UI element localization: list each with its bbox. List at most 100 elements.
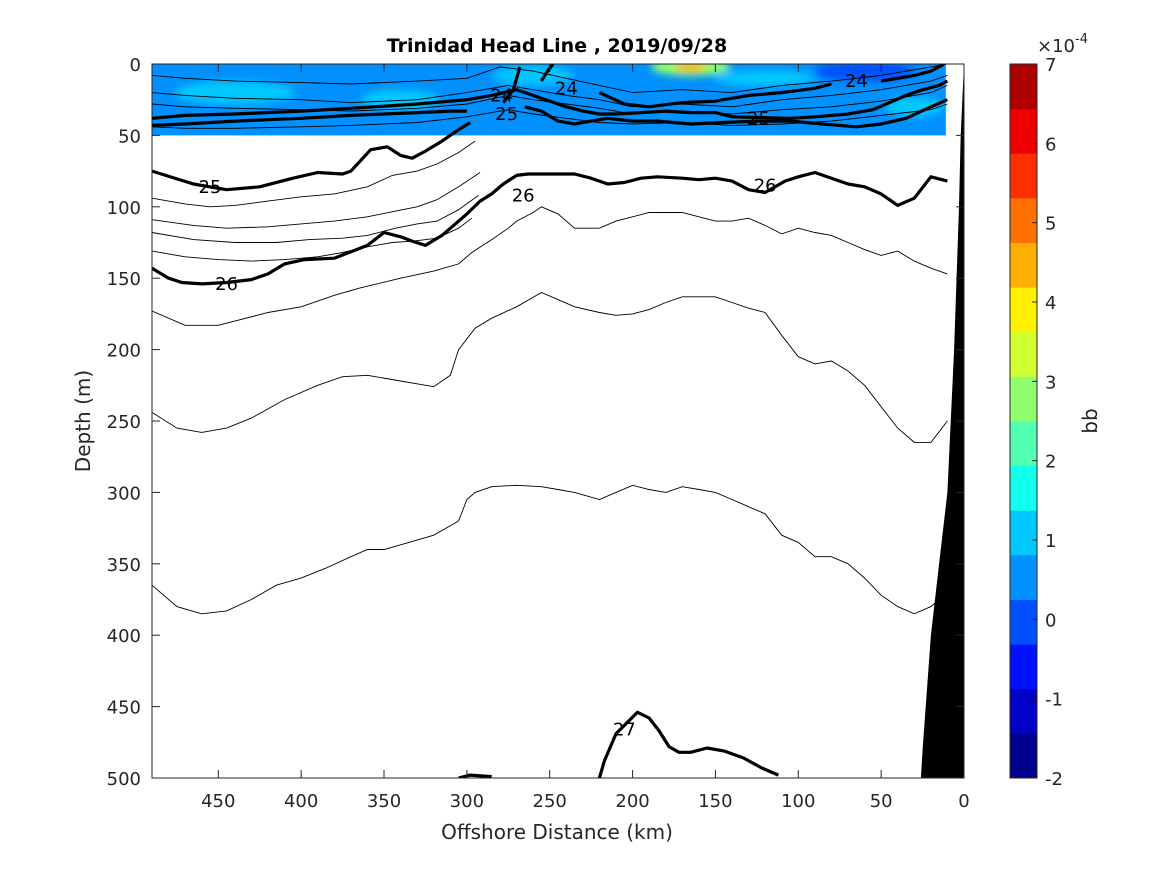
colorbar-cell bbox=[1010, 644, 1037, 690]
x-axis: 450 400 350 300 250 200 150 100 50 0 bbox=[201, 64, 970, 812]
major-contour-25 bbox=[152, 121, 472, 192]
colorbar-tick-label: 0 bbox=[1045, 610, 1056, 631]
minor-contour bbox=[152, 291, 948, 443]
y-tick-label: 50 bbox=[118, 126, 141, 147]
colorbar-frame bbox=[1009, 63, 1038, 779]
color-field-patch bbox=[715, 70, 816, 87]
y-tick-label: 250 bbox=[107, 412, 141, 433]
color-field-patch bbox=[884, 96, 945, 117]
surface-contour bbox=[152, 74, 948, 108]
color-field-maximum-core bbox=[674, 64, 707, 72]
colorbar-tick-label: -2 bbox=[1045, 769, 1063, 790]
colorbar-tick-label: 7 bbox=[1045, 55, 1056, 76]
colorbar-cell bbox=[1010, 153, 1037, 199]
contour-label: 26 bbox=[215, 274, 238, 295]
y-tick-label: 0 bbox=[130, 55, 141, 76]
colorbar-cell bbox=[1010, 108, 1037, 154]
contour-label: 26 bbox=[512, 185, 535, 206]
color-field-patch bbox=[174, 80, 295, 105]
contour-label: 25 bbox=[199, 177, 222, 198]
colorbar-tick-label: 5 bbox=[1045, 214, 1056, 235]
colorbar-cell bbox=[1010, 376, 1037, 422]
x-tick-label: 100 bbox=[781, 791, 815, 812]
contour-label: 27 bbox=[613, 719, 636, 740]
colorbar-exponent: -4 bbox=[1075, 32, 1088, 47]
colorbar-cell bbox=[1010, 242, 1037, 288]
x-tick-label: 400 bbox=[284, 791, 318, 812]
bathymetry bbox=[920, 64, 964, 778]
y-tick-label: 450 bbox=[107, 698, 141, 719]
contour-label: 26 bbox=[754, 175, 777, 196]
colorbar-cells bbox=[1010, 64, 1037, 779]
contour-label: 24 bbox=[555, 78, 578, 99]
colorbar-tick-label: 3 bbox=[1045, 372, 1056, 393]
surface-contour bbox=[152, 64, 948, 94]
major-contour-24 bbox=[880, 64, 945, 83]
contour-label: 24 bbox=[490, 85, 513, 106]
major-contour-24 bbox=[598, 82, 832, 109]
color-field bbox=[152, 64, 946, 136]
minor-contour bbox=[152, 206, 948, 326]
y-tick-label: 500 bbox=[107, 769, 141, 790]
major-contour-26 bbox=[152, 170, 948, 286]
x-tick-label: 350 bbox=[367, 791, 401, 812]
y-axis-label: Depth (m) bbox=[71, 370, 95, 472]
major-contour-25 bbox=[152, 79, 949, 120]
x-tick-label: 200 bbox=[615, 791, 649, 812]
x-tick-label: 450 bbox=[201, 791, 235, 812]
colorbar-cell bbox=[1010, 599, 1037, 645]
colorbar-tick-label: 6 bbox=[1045, 134, 1056, 155]
major-contour-24 bbox=[540, 64, 555, 82]
color-field-patch bbox=[814, 64, 915, 82]
major-contour-25 bbox=[524, 98, 949, 129]
minor-contour bbox=[152, 484, 948, 615]
y-tick-label: 200 bbox=[107, 341, 141, 362]
minor-contour bbox=[152, 195, 479, 243]
colorbar-ticks: 7 6 5 4 3 2 1 0 -1 -2 bbox=[1032, 55, 1063, 790]
x-tick-label: 0 bbox=[958, 791, 969, 812]
colorbar-tick-label: 1 bbox=[1045, 531, 1056, 552]
colorbar-cell bbox=[1010, 465, 1037, 511]
minor-contour bbox=[152, 172, 481, 229]
colorbar-tick-label: 2 bbox=[1045, 452, 1056, 473]
plot-background bbox=[152, 64, 964, 778]
y-tick-label: 350 bbox=[107, 555, 141, 576]
colorbar-cell bbox=[1010, 287, 1037, 333]
colorbar-cell bbox=[1010, 510, 1037, 556]
colorbar-cell bbox=[1010, 421, 1037, 467]
major-contour-27 bbox=[597, 710, 780, 778]
colorbar-tick-label: -1 bbox=[1045, 690, 1063, 711]
x-tick-label: 300 bbox=[450, 791, 484, 812]
y-tick-label: 400 bbox=[107, 626, 141, 647]
contour-label: 25 bbox=[495, 104, 518, 125]
colorbar: 7 6 5 4 3 2 1 0 -1 -2 ×10-4 bb bbox=[1009, 32, 1102, 790]
major-contour-25 bbox=[152, 109, 467, 127]
colorbar-cell bbox=[1010, 331, 1037, 377]
x-tick-label: 50 bbox=[870, 791, 893, 812]
colorbar-cell bbox=[1010, 197, 1037, 243]
y-tick-label: 300 bbox=[107, 483, 141, 504]
x-tick-label: 250 bbox=[533, 791, 567, 812]
colorbar-multiplier: ×10-4 bbox=[1037, 32, 1088, 57]
y-tick-label: 150 bbox=[107, 269, 141, 290]
colorbar-cell bbox=[1010, 64, 1037, 110]
colorbar-tick-label: 4 bbox=[1045, 293, 1056, 314]
y-axis: 0 50 100 150 200 250 300 350 400 450 500 bbox=[107, 55, 964, 790]
surface-contour bbox=[152, 103, 948, 129]
colorbar-cell bbox=[1010, 733, 1037, 779]
colorbar-cell bbox=[1010, 554, 1037, 600]
bathymetry-layer bbox=[920, 64, 964, 778]
x-tick-label: 150 bbox=[698, 791, 732, 812]
contour-label: 24 bbox=[845, 71, 868, 92]
y-tick-label: 100 bbox=[107, 198, 141, 219]
colorbar-label: bb bbox=[1078, 408, 1102, 433]
color-field-patch bbox=[493, 65, 574, 86]
minor-contour bbox=[152, 140, 476, 208]
colorbar-cell bbox=[1010, 688, 1037, 734]
contour-label: 25 bbox=[747, 108, 770, 129]
x-axis-label: Offshore Distance (km) bbox=[441, 820, 673, 844]
chart-title: Trinidad Head Line , 2019/09/28 bbox=[387, 35, 727, 57]
